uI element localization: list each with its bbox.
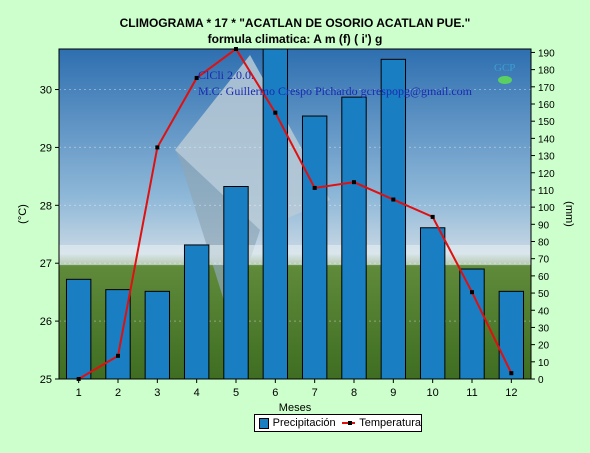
right-tick-label-110: 110 [538, 186, 554, 197]
temperature-line [78, 47, 513, 380]
legend-temp-label: Temperatura [359, 417, 421, 429]
x-tick-label-2: 2 [115, 387, 121, 399]
x-tick-label-9: 9 [390, 387, 396, 399]
bar-6 [262, 48, 289, 380]
chart-title: CLIMOGRAMA * 17 * "ACATLAN DE OSORIO ACA… [119, 16, 471, 30]
temp-point-6 [273, 110, 278, 115]
left-tick-label-29: 29 [40, 142, 52, 154]
x-tick-label-10: 10 [427, 387, 439, 399]
right-tick-label-70: 70 [538, 255, 550, 266]
right-tick-label-170: 170 [538, 83, 555, 94]
temp-point-9 [391, 197, 396, 202]
x-tick-label-6: 6 [272, 387, 278, 399]
bar-12 [498, 290, 525, 380]
bar-2 [105, 289, 131, 380]
x-tick-label-12: 12 [505, 387, 517, 399]
right-tick-label-20: 20 [538, 341, 550, 352]
right-tick-label-100: 100 [538, 203, 555, 214]
right-tick-label-150: 150 [538, 117, 555, 128]
temp-point-2 [116, 353, 120, 358]
x-tick-label-3: 3 [154, 387, 160, 399]
bar-1 [65, 278, 92, 380]
watermark-line2: M.C. Guillermo Crespo Pichardo gcrespopg… [198, 84, 473, 98]
right-tick-label-190: 190 [538, 48, 555, 59]
right-tick-label-90: 90 [538, 220, 550, 231]
left-tick-label-26: 26 [40, 316, 52, 328]
temp-point-12 [509, 371, 514, 376]
x-tick-label-11: 11 [466, 387, 477, 399]
x-tick-label-7: 7 [312, 387, 318, 399]
bar-5 [223, 186, 249, 380]
plot-frame [58, 48, 532, 380]
right-tick-label-50: 50 [538, 289, 550, 300]
y-axis-left-label: (°C) [17, 204, 29, 224]
right-tick-label-160: 160 [538, 100, 555, 111]
bar-8 [341, 96, 367, 380]
legend: Precipitación Temperatura [254, 414, 422, 432]
left-tick-label-25: 25 [40, 374, 52, 386]
x-tick-label-8: 8 [351, 387, 357, 399]
legend-precip-label: Precipitación [272, 417, 336, 429]
watermark-logo: GCP [494, 62, 515, 74]
right-tick-label-120: 120 [538, 169, 555, 180]
right-tick-label-140: 140 [538, 134, 555, 145]
right-tick-label-80: 80 [538, 238, 550, 249]
x-tick-label-1: 1 [76, 387, 82, 399]
left-tick-label-28: 28 [40, 200, 52, 212]
bar-9 [380, 58, 407, 380]
bar-11 [459, 268, 485, 380]
legend-bar-swatch [259, 417, 269, 429]
temp-point-7 [312, 185, 317, 190]
watermark-line1: ClCli 2.0.0. [198, 68, 254, 82]
x-tick-label-4: 4 [194, 387, 200, 399]
right-tick-label-0: 0 [538, 375, 544, 386]
bar-3 [144, 290, 171, 380]
bar-7 [301, 115, 328, 380]
right-tick-label-130: 130 [538, 152, 555, 163]
temp-point-11 [470, 290, 474, 295]
temp-point-3 [155, 145, 160, 150]
right-tick-label-30: 30 [538, 323, 550, 334]
temp-point-8 [352, 180, 356, 185]
x-tick-label-5: 5 [233, 387, 239, 399]
bar-10 [419, 227, 446, 380]
bar-4 [183, 244, 210, 380]
left-tick-label-27: 27 [40, 258, 52, 270]
chart-subtitle: formula climatica: A m (f) ( i') g [207, 32, 383, 46]
legend-line-swatch [341, 421, 356, 425]
watermark-logo-icon [498, 76, 512, 84]
right-tick-label-180: 180 [538, 66, 555, 77]
right-tick-label-40: 40 [538, 306, 550, 317]
y-axis-right-label: (mm) [563, 201, 575, 227]
left-tick-label-30: 30 [40, 85, 52, 97]
temp-point-4 [194, 75, 199, 80]
x-axis-label: Meses [279, 402, 312, 414]
temp-point-10 [430, 214, 435, 219]
right-tick-label-60: 60 [538, 272, 550, 283]
right-tick-label-10: 10 [538, 358, 550, 369]
